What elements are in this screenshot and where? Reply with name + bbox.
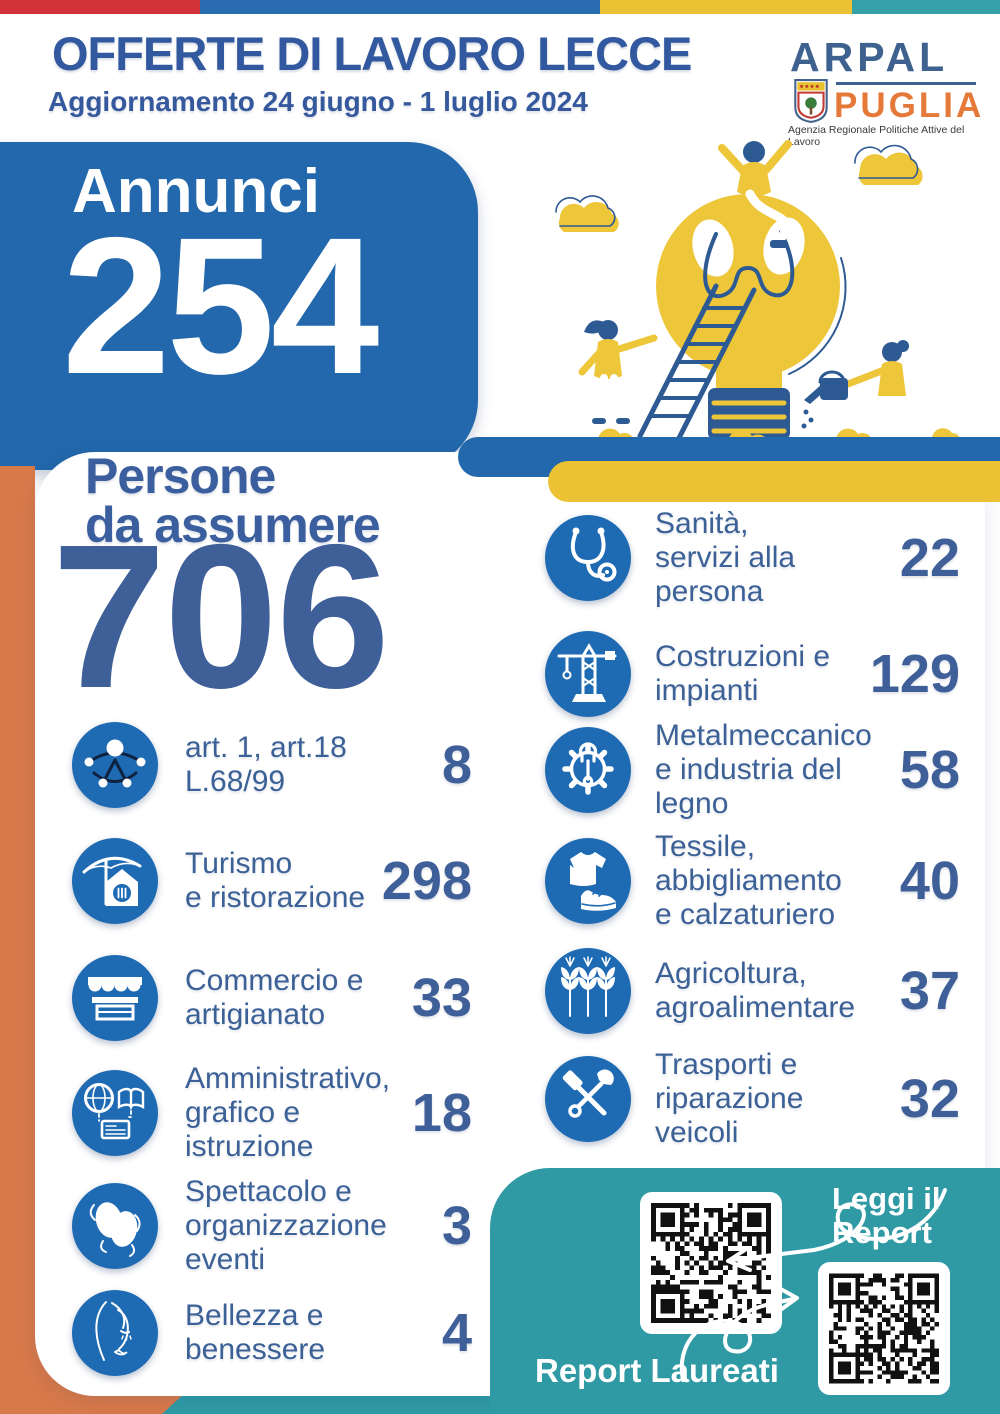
sector-row-entertainment: Spettacolo e organizzazione eventi 3 [72,1175,472,1276]
sector-label: Agricoltura, agroalimentare [655,957,856,1024]
accessibility-icon [72,722,158,808]
market-stall-icon [72,955,158,1041]
sector-value: 40 [899,851,960,911]
sector-label: Metalmeccanico e industria del legno [655,719,872,820]
read-report-label: Leggi il Report [832,1181,941,1250]
wheat-icon [545,948,631,1034]
sector-row-health: Sanità, servizi alla persona 22 [545,507,960,608]
top-bar-teal [852,0,1000,14]
sector-row-administration: Amministrativo, grafico e istruzione 18 [72,1062,472,1163]
announcements-label: Annunci [72,157,320,226]
sector-value: 129 [869,644,960,704]
sector-label: Trasporti e riparazione veicoli [655,1048,804,1149]
top-bar-red [0,0,200,14]
update-period: Aggiornamento 24 giugno - 1 luglio 2024 [48,86,588,117]
hires-count: 706 [52,502,390,731]
sector-label: Spettacolo e organizzazione eventi [185,1175,387,1276]
sector-label: art. 1, art.18 L.68/99 [185,731,347,798]
crane-icon [545,631,631,717]
sector-row-textile: Tessile, abbigliamento e calzaturiero 40 [545,830,960,931]
sector-row-disability-law: art. 1, art.18 L.68/99 8 [72,722,472,808]
sector-row-tourism: Turismo e ristorazione 298 [72,838,472,924]
sector-value: 32 [899,1069,960,1129]
sector-row-agriculture: Agricoltura, agroalimentare 37 [545,948,960,1034]
sector-row-transport: Trasporti e riparazione veicoli 32 [545,1048,960,1149]
sector-label: Commercio e artigianato [185,964,364,1031]
announcements-box [0,142,478,470]
top-bar-yellow [600,0,852,14]
sector-value: 298 [381,851,472,911]
arpal-puglia-logo: ARPAL PUGLIA Agenzia Regionale Politiche… [780,34,985,148]
gear-wrench-icon [545,727,631,813]
logo-tagline: Agenzia Regionale Politiche Attive del L… [788,124,965,148]
sector-label: Tessile, abbigliamento e calzaturiero [655,830,842,931]
sector-row-construction: Costruzioni e impianti 129 [545,631,960,717]
logo-divider [836,82,976,85]
sector-row-metalworking: Metalmeccanico e industria del legno 58 [545,719,960,820]
logo-arpal-text: ARPAL [790,34,949,80]
sector-label: Sanità, servizi alla persona [655,507,796,608]
sector-label: Bellezza e benessere [185,1299,326,1366]
globe-book-icon [72,1070,158,1156]
sector-value: 8 [441,735,472,795]
tshirt-shoe-icon [545,838,631,924]
sector-label: Costruzioni e impianti [655,640,831,707]
beauty-face-icon [72,1290,158,1376]
stethoscope-icon [545,515,631,601]
yellow-divider-pill [548,461,1000,502]
sector-label: Amministrativo, grafico e istruzione [185,1062,391,1163]
puglia-crest-icon [792,78,830,129]
graduates-report-label: Report Laureati [535,1352,779,1389]
hammer-wrench-icon [545,1056,631,1142]
sector-value: 22 [899,528,960,588]
sector-value: 4 [441,1303,472,1363]
sector-value: 33 [411,968,472,1028]
qr-code-graduates-report [818,1262,950,1395]
page-title: OFFERTE DI LAVORO LECCE [52,27,692,80]
sector-value: 58 [899,740,960,800]
sector-value: 18 [411,1083,472,1143]
sector-value: 3 [441,1196,472,1256]
theater-masks-icon [72,1183,158,1269]
tourism-umbrella-icon [72,838,158,924]
lightbulb-teamwork-illustration [555,140,960,448]
sector-row-commerce: Commercio e artigianato 33 [72,955,472,1041]
hires-heading: Persone da assumere [85,448,381,553]
bottom-orange-band [0,1392,200,1414]
sector-value: 37 [899,961,960,1021]
announcements-count: 254 [62,197,379,415]
qr-code-read-report [640,1192,782,1334]
logo-puglia-text: PUGLIA [834,86,985,125]
sector-row-beauty: Bellezza e benessere 4 [72,1290,472,1376]
top-bar-blue [200,0,600,14]
sector-label: Turismo e ristorazione [185,847,366,914]
left-orange-stripe [0,466,35,1414]
